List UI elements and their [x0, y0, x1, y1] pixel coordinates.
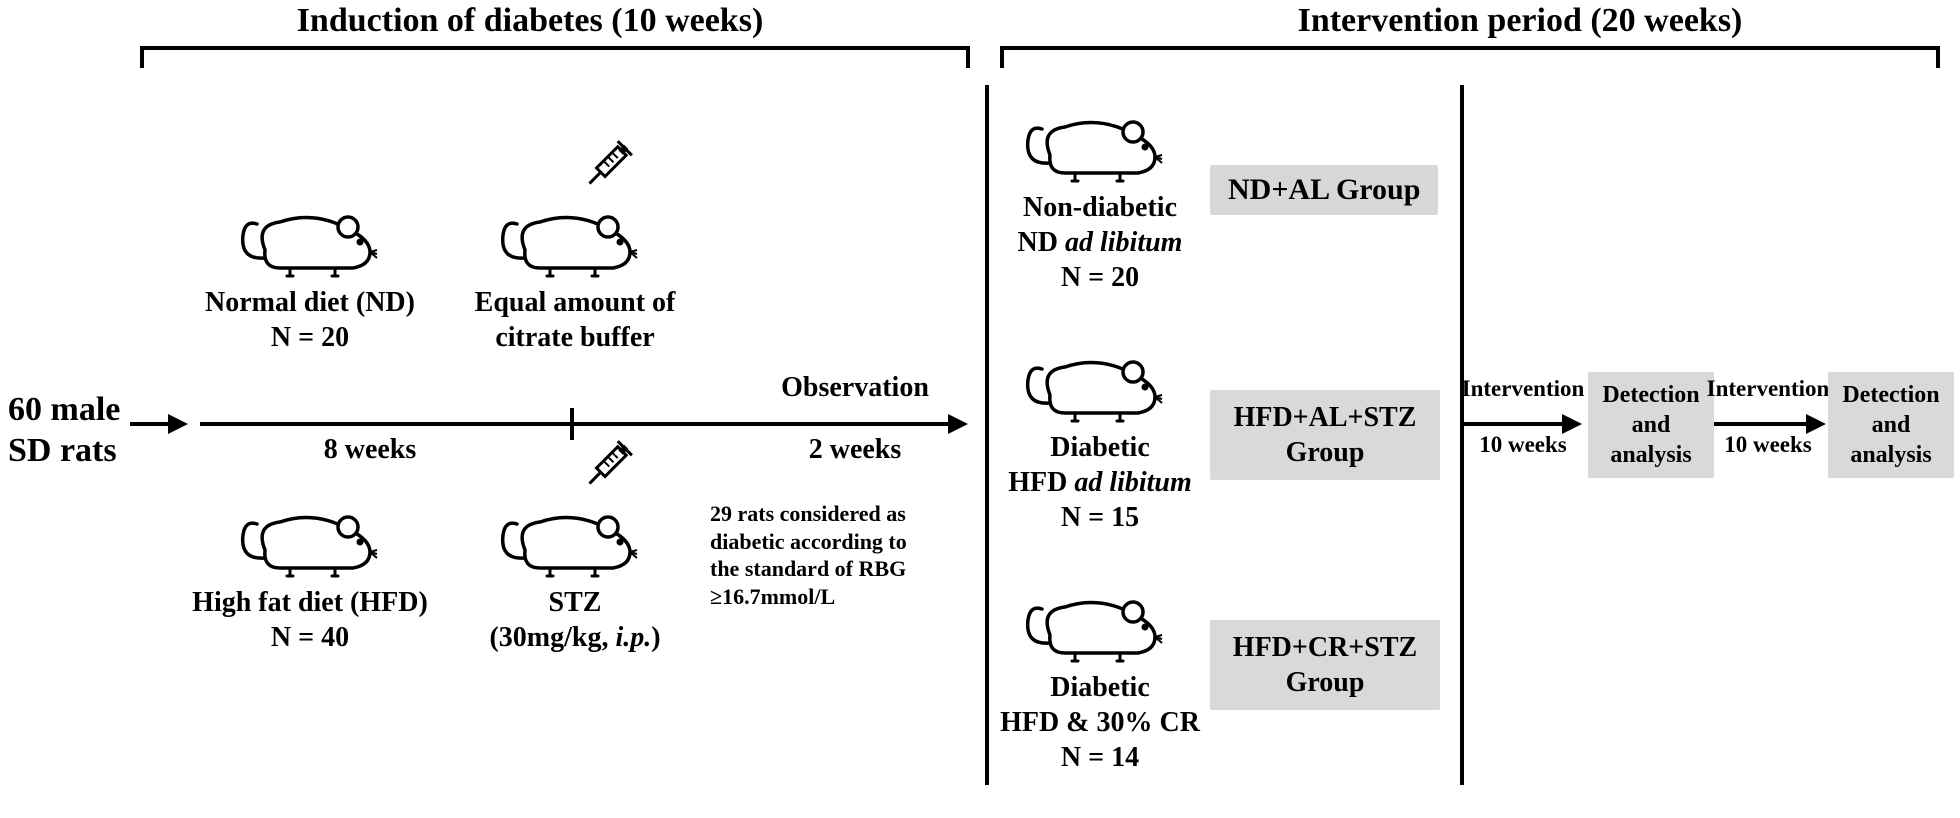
- start-label: 60 male SD rats: [8, 390, 138, 472]
- induction-bracket: [140, 46, 970, 68]
- i1l1: Intervention: [1458, 376, 1588, 402]
- rat-citrate: [495, 190, 645, 280]
- i2l1: Intervention: [1704, 376, 1832, 402]
- criteria-label: 29 rats considered as diabetic according…: [710, 500, 960, 610]
- group2-l2: HFD ad libitum: [990, 465, 1210, 500]
- dabox1-l3: analysis: [1594, 440, 1708, 470]
- dabox2-l1: Detection: [1834, 380, 1948, 410]
- observation-2weeks: 2 weeks: [760, 432, 950, 467]
- group1-l3: N = 20: [1000, 260, 1200, 295]
- observation-label: Observation: [760, 370, 950, 405]
- nd-label-1: Normal diet (ND): [190, 285, 430, 320]
- rat-group-nd-al: [1020, 95, 1170, 185]
- intervention-title: Intervention period (20 weeks): [1260, 2, 1780, 40]
- a1h: [1562, 414, 1582, 434]
- induction-title: Induction of diabetes (10 weeks): [270, 2, 790, 40]
- group2-l2b: ad libitum: [1074, 467, 1191, 498]
- citrate-label-2: citrate buffer: [455, 320, 695, 355]
- dabox2: Detection and analysis: [1828, 372, 1954, 478]
- group2-box: HFD+AL+STZ Group: [1210, 390, 1440, 480]
- hfd-label-2: N = 40: [180, 620, 440, 655]
- a2h: [1806, 414, 1826, 434]
- timeline-tick: [570, 408, 574, 440]
- criteria-4: ≥16.7mmol/L: [710, 583, 960, 611]
- eight-weeks-label: 8 weeks: [280, 432, 460, 467]
- group3-box-l1: HFD+CR+STZ: [1222, 630, 1428, 665]
- group1-l2: ND ad libitum: [1000, 225, 1200, 260]
- group2-label: Diabetic HFD ad libitum N = 15: [990, 430, 1210, 535]
- nd-label-2: N = 20: [190, 320, 430, 355]
- group1-l2b: ad libitum: [1065, 227, 1182, 258]
- group3-box-l2: Group: [1222, 665, 1428, 700]
- group3-l2: HFD & 30% CR: [985, 705, 1215, 740]
- a1: [1464, 422, 1564, 426]
- i1l2: 10 weeks: [1458, 432, 1588, 458]
- observation-l1: Observation: [760, 370, 950, 405]
- group3-label: Diabetic HFD & 30% CR N = 14: [985, 670, 1215, 775]
- dabox1: Detection and analysis: [1588, 372, 1714, 478]
- timeline-phase1-head: [948, 414, 968, 434]
- group1-label: Non-diabetic ND ad libitum N = 20: [1000, 190, 1200, 295]
- group1-l1: Non-diabetic: [1000, 190, 1200, 225]
- stz-label-2c: ): [651, 622, 660, 653]
- group2-l3: N = 15: [990, 500, 1210, 535]
- group2-box-l1: HFD+AL+STZ: [1222, 400, 1428, 435]
- group3-l1: Diabetic: [985, 670, 1215, 705]
- hfd-label-1: High fat diet (HFD): [180, 585, 440, 620]
- timeline-phase1: [200, 422, 950, 426]
- dabox1-l1: Detection: [1594, 380, 1708, 410]
- syringe-stz: [575, 438, 635, 503]
- arrow-start: [130, 422, 170, 426]
- hfd-label: High fat diet (HFD) N = 40: [180, 585, 440, 655]
- stz-label-2: (30mg/kg, i.p.): [480, 620, 670, 655]
- criteria-3: the standard of RBG: [710, 555, 960, 583]
- group2-box-l2: Group: [1222, 435, 1428, 470]
- nd-label: Normal diet (ND) N = 20: [190, 285, 430, 355]
- stz-label-2b: i.p.: [615, 622, 651, 653]
- start-label-l2: SD rats: [8, 431, 138, 472]
- stz-label-2a: (30mg/kg,: [489, 622, 615, 653]
- group3-box: HFD+CR+STZ Group: [1210, 620, 1440, 710]
- a2: [1714, 422, 1808, 426]
- arrow-start-head: [168, 414, 188, 434]
- stz-label-1: STZ: [480, 585, 670, 620]
- citrate-label: Equal amount of citrate buffer: [455, 285, 695, 355]
- criteria-2: diabetic according to: [710, 528, 960, 556]
- rat-stz: [495, 490, 645, 580]
- rat-group-hfd-cr: [1020, 575, 1170, 665]
- citrate-label-1: Equal amount of: [455, 285, 695, 320]
- rat-nd: [235, 190, 385, 280]
- criteria-1: 29 rats considered as: [710, 500, 960, 528]
- rat-hfd: [235, 490, 385, 580]
- dabox1-l2: and: [1594, 410, 1708, 440]
- rat-group-hfd-al: [1020, 335, 1170, 425]
- intervention-bracket: [1000, 46, 1940, 68]
- i2l2: 10 weeks: [1704, 432, 1832, 458]
- group1-l2a: ND: [1018, 227, 1065, 258]
- stz-label: STZ (30mg/kg, i.p.): [480, 585, 670, 655]
- dabox2-l2: and: [1834, 410, 1948, 440]
- group3-l3: N = 14: [985, 740, 1215, 775]
- dabox2-l3: analysis: [1834, 440, 1948, 470]
- start-label-l1: 60 male: [8, 390, 138, 431]
- group2-l2a: HFD: [1008, 467, 1074, 498]
- group1-box: ND+AL Group: [1210, 165, 1438, 215]
- group2-l1: Diabetic: [990, 430, 1210, 465]
- syringe-citrate: [575, 138, 635, 203]
